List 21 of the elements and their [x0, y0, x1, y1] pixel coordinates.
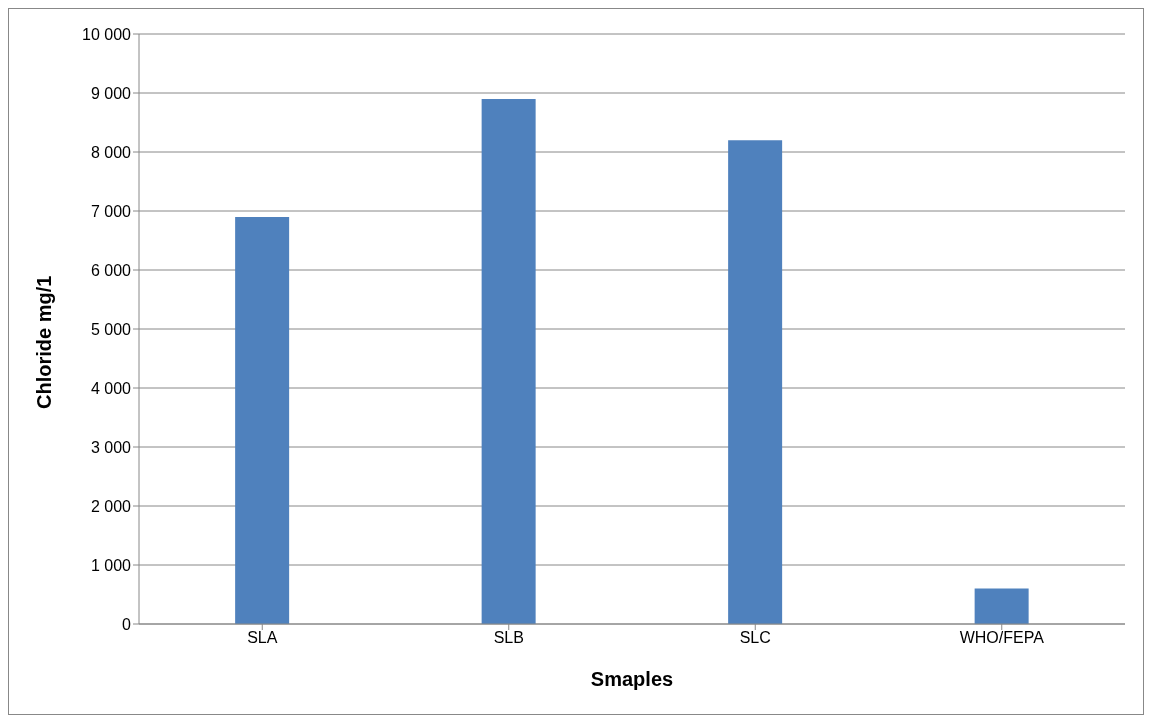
- y-tick-label: 2 000: [90, 497, 132, 515]
- y-tick-label: 0: [122, 615, 132, 633]
- y-tick-label: 7 000: [90, 202, 132, 220]
- x-tick-label: SLA: [247, 629, 278, 647]
- bar: [728, 140, 783, 624]
- x-tick-label: WHO/FEPA: [959, 629, 1045, 647]
- x-tick-label: SLC: [739, 629, 771, 647]
- bar: [974, 588, 1029, 624]
- y-tick-label: 10 000: [82, 25, 132, 43]
- bar: [235, 216, 290, 624]
- y-tick-label: 3 000: [90, 438, 132, 456]
- y-tick-label: 5 000: [90, 320, 132, 338]
- x-axis-title: Smaples: [590, 668, 674, 690]
- y-tick-label: 8 000: [90, 143, 132, 161]
- y-axis-title: Chloride mg/1: [33, 275, 56, 409]
- y-tick-label: 1 000: [90, 556, 132, 574]
- y-tick-label: 4 000: [90, 379, 132, 397]
- x-tick-label: SLB: [493, 629, 524, 647]
- y-tick-label: 9 000: [90, 84, 132, 102]
- bar: [481, 98, 536, 624]
- y-tick-label: 6 000: [90, 261, 132, 279]
